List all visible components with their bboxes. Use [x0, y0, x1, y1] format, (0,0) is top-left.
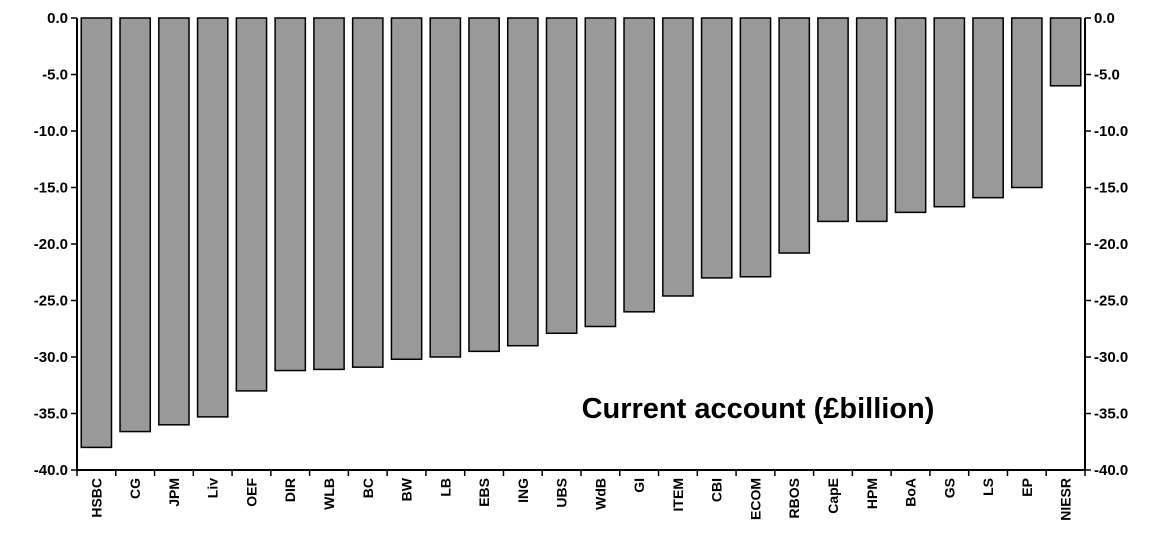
left-y-tick-label: 0.0 [47, 10, 68, 27]
chart-title: Current account (£billion) [582, 393, 935, 425]
bar-cbi [700, 17, 733, 279]
category-label-gs: GS [941, 478, 957, 498]
category-label-wdb: WdB [592, 478, 608, 510]
category-label-rbos: RBOS [786, 478, 802, 518]
bar-rbos [778, 17, 811, 254]
left-y-tick-label: -40.0 [34, 462, 68, 479]
bar-boa [894, 17, 927, 214]
bar-bc [351, 17, 384, 368]
right-y-tick-label: -15.0 [1094, 180, 1128, 197]
category-label-boa: BoA [903, 478, 919, 507]
category-label-liv: Liv [205, 478, 221, 498]
category-label-ubs: UBS [554, 478, 570, 508]
category-label-ls: LS [980, 478, 996, 496]
category-label-hpm: HPM [864, 478, 880, 509]
bar-dir [274, 17, 307, 372]
left-y-tick-label: -30.0 [34, 349, 68, 366]
right-y-tick-label: -20.0 [1094, 236, 1128, 253]
bar-bw [390, 17, 423, 361]
bar-gi [623, 17, 656, 313]
bar-ing [506, 17, 539, 347]
category-label-dir: DIR [282, 478, 298, 502]
left-y-tick-label: -5.0 [42, 67, 68, 84]
bar-ep [1010, 17, 1043, 189]
right-y-tick-label: -35.0 [1094, 406, 1128, 423]
category-label-bw: BW [399, 477, 415, 501]
bar-cg [119, 17, 152, 433]
category-label-cg: CG [127, 478, 143, 499]
right-y-tick-label: -10.0 [1094, 123, 1128, 140]
left-y-tick-label: -25.0 [34, 293, 68, 310]
bar-jpm [158, 17, 190, 426]
category-label-niesr: NIESR [1058, 478, 1074, 521]
category-label-lb: LB [437, 478, 453, 497]
category-label-wlb: WLB [321, 478, 337, 510]
category-label-ep: EP [1019, 478, 1035, 497]
right-y-ticks: 0.0 -5.0 -10.0 -15.0 -20.0 -25.0 -30.0 -35.0 -40… [1085, 10, 1128, 479]
bar-ubs [545, 17, 578, 335]
category-label-bc: BC [360, 478, 376, 498]
right-y-tick-label: 0.0 [1094, 10, 1115, 27]
category-label-item: ITEM [670, 478, 686, 511]
bar-hpm [855, 17, 888, 223]
right-y-tick-label: -30.0 [1094, 349, 1128, 366]
left-y-tick-label: -35.0 [34, 406, 68, 423]
bar-niesr [1049, 17, 1082, 87]
bar-lb [429, 17, 462, 358]
bar-ecom [739, 17, 772, 278]
bar-liv [196, 17, 229, 418]
left-y-tick-label: -10.0 [34, 123, 68, 140]
left-y-ticks: 0.0 -5.0 -10.0 -15.0 -20.0 -25.0 -30.0 -35.0 -40… [34, 10, 77, 479]
right-y-tick-label: -25.0 [1094, 293, 1128, 310]
right-y-tick-label: -5.0 [1094, 67, 1120, 84]
bar-oef [235, 17, 268, 392]
category-label-ebs: EBS [476, 478, 492, 507]
bar-wlb [313, 17, 345, 371]
right-y-tick-label: -40.0 [1094, 462, 1128, 479]
category-label-jpm: JPM [166, 478, 182, 507]
bar-hsbc [80, 17, 113, 449]
bar-wdb [584, 17, 617, 328]
bars-group [80, 17, 1082, 449]
category-label-ecom: ECOM [747, 478, 763, 520]
left-y-tick-label: -20.0 [34, 236, 68, 253]
left-y-tick-label: -15.0 [34, 180, 68, 197]
bar-item [662, 17, 694, 297]
category-label-cape: CapE [825, 478, 841, 514]
bar-cape [817, 17, 849, 223]
category-label-cbi: CBI [709, 478, 725, 502]
bar-ebs [468, 17, 500, 353]
category-label-hsbc: HSBC [88, 478, 104, 518]
bar-ls [972, 17, 1004, 199]
bar-gs [933, 17, 966, 208]
category-label-oef: OEF [243, 478, 259, 507]
category-labels: HSBC CG JPM Liv OEF DIR WLB BC BW LB EBS ING UBS WdB G… [88, 477, 1073, 521]
category-label-gi: GI [631, 478, 647, 493]
category-label-ing: ING [515, 478, 531, 503]
